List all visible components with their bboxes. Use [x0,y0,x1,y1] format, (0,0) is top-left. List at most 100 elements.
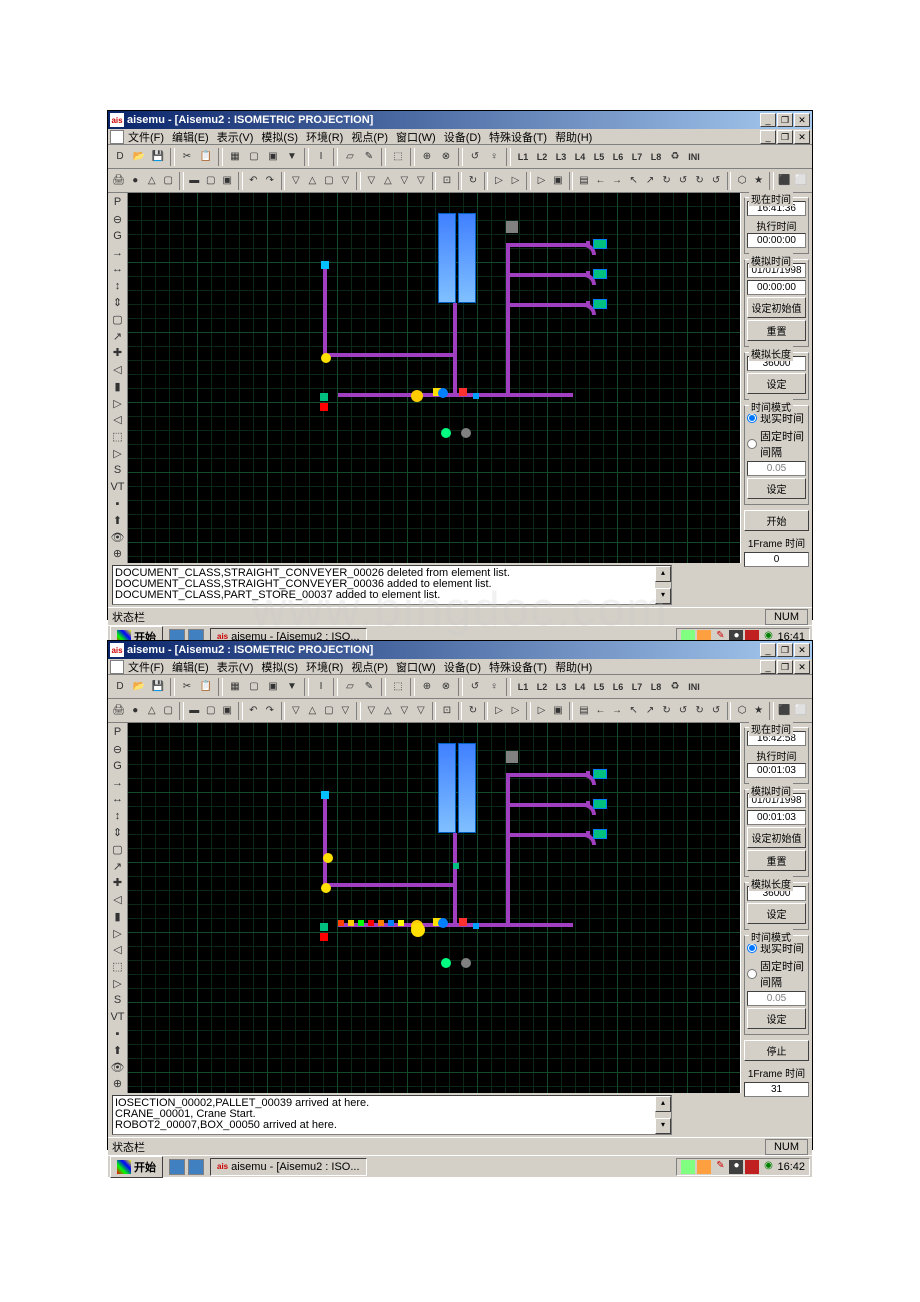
mdi-close[interactable]: ✕ [794,130,810,144]
toolbar-button[interactable]: ▽ [397,702,413,720]
toolbar-button[interactable]: L8 [647,148,665,166]
tool-button[interactable]: VT [110,479,126,494]
toolbar-button[interactable]: ↷ [262,702,278,720]
ql-icon[interactable] [188,1159,204,1175]
toolbar-button[interactable]: ↻ [659,702,675,720]
toolbar-button[interactable]: ← [593,172,609,190]
toolbar-button[interactable]: ▦ [226,148,244,166]
menu-item[interactable]: 视点(P) [351,129,388,145]
tool-button[interactable]: ✚ [110,876,126,891]
canvas[interactable] [128,193,740,563]
minimize-button[interactable]: _ [760,643,776,657]
toolbar-button[interactable]: ↻ [465,172,481,190]
tool-button[interactable]: ⬚ [110,959,126,974]
toolbar-button[interactable]: ▱ [341,148,359,166]
toolbar-button[interactable]: ▼ [283,148,301,166]
toolbar-button[interactable]: L1 [514,148,532,166]
mode-fixed-radio[interactable]: 固定时间间隔 [747,427,806,461]
toolbar-button[interactable]: ▽ [413,172,429,190]
tool-button[interactable]: ◁ [110,362,126,377]
toolbar-button[interactable]: ▢ [203,702,219,720]
start-button[interactable]: 开始 [110,1156,163,1178]
toolbar-button[interactable]: ↺ [675,702,691,720]
mode-fixed-radio[interactable]: 固定时间间隔 [747,957,806,991]
toolbar-button[interactable]: ↺ [466,148,484,166]
toolbar-button[interactable]: ↻ [659,172,675,190]
toolbar-button[interactable]: △ [380,172,396,190]
mdi-close[interactable]: ✕ [794,660,810,674]
toolbar-button[interactable]: ▬ [187,172,203,190]
tool-button[interactable]: ▮ [110,909,126,924]
toolbar-button[interactable]: ⊡ [439,702,455,720]
mdi-minimize[interactable]: _ [760,660,776,674]
toolbar-button[interactable]: → [609,702,625,720]
reset-button[interactable]: 重置 [747,850,806,871]
toolbar-button[interactable]: ▢ [321,172,337,190]
toolbar-button[interactable]: ↺ [708,702,724,720]
toolbar-button[interactable]: L4 [571,148,589,166]
tool-button[interactable]: ⊖ [110,742,126,757]
maximize-button[interactable]: ❐ [777,113,793,127]
menu-item[interactable]: 设备(D) [444,659,481,675]
toolbar-button[interactable]: L7 [628,678,646,696]
toolbar-button[interactable]: ↺ [466,678,484,696]
toolbar-button[interactable]: 💾 [149,678,167,696]
toolbar-button[interactable]: ↗ [642,172,658,190]
tool-button[interactable]: ▪ [110,496,126,511]
toolbar-button[interactable]: ▷ [534,172,550,190]
toolbar-button[interactable]: △ [305,702,321,720]
menu-item[interactable]: 特殊设备(T) [489,659,547,675]
toolbar-button[interactable]: ▣ [220,172,236,190]
menu-item[interactable]: 帮助(H) [555,129,592,145]
set-button[interactable]: 设定 [747,373,806,394]
tray-icon[interactable] [697,1160,711,1174]
toolbar-button[interactable]: → [609,172,625,190]
tool-button[interactable]: ✚ [110,346,126,361]
taskbar-item[interactable]: aisaisemu - [Aisemu2 : ISO... [210,1158,367,1176]
menu-item[interactable]: 窗口(W) [396,659,436,675]
toolbar-button[interactable]: ▽ [364,702,380,720]
tool-button[interactable]: ↗ [110,329,126,344]
tool-button[interactable]: ◁ [110,413,126,428]
toolbar-button[interactable]: 🖨 [111,702,127,720]
toolbar-button[interactable]: 📂 [130,148,148,166]
toolbar-button[interactable]: ↶ [246,172,262,190]
toolbar-button[interactable]: L3 [552,148,570,166]
scroll-up[interactable]: ▴ [655,566,671,582]
toolbar-button[interactable]: △ [144,702,160,720]
toolbar-button[interactable]: ⬚ [389,148,407,166]
toolbar-button[interactable]: ▢ [161,702,177,720]
tool-button[interactable]: ↔ [110,262,126,277]
toolbar-button[interactable]: ▽ [364,172,380,190]
tool-button[interactable]: ⬆ [110,1043,126,1058]
menu-item[interactable]: 特殊设备(T) [489,129,547,145]
tray-icon[interactable]: ● [729,1160,743,1174]
toolbar-button[interactable]: ⬡ [734,172,750,190]
tool-button[interactable]: ⊕ [110,1076,126,1091]
toolbar-button[interactable]: ⊕ [418,148,436,166]
toolbar-button[interactable]: ▷ [508,702,524,720]
menu-item[interactable]: 环境(R) [306,659,343,675]
toolbar-button[interactable]: ▽ [338,702,354,720]
mdi-restore[interactable]: ❐ [777,130,793,144]
tool-button[interactable]: P [110,725,126,740]
toolbar-button[interactable]: ↺ [708,172,724,190]
menu-item[interactable]: 文件(F) [128,129,164,145]
toolbar-button[interactable]: 🖨 [111,172,127,190]
toolbar-button[interactable]: ✂ [178,678,196,696]
toolbar-button[interactable]: ⬜ [793,172,809,190]
toolbar-button[interactable]: L3 [552,678,570,696]
toolbar-button[interactable]: L4 [571,678,589,696]
tool-button[interactable]: ▷ [110,396,126,411]
toolbar-button[interactable]: L6 [609,148,627,166]
toolbar-button[interactable]: ▣ [220,702,236,720]
tool-button[interactable]: VT [110,1009,126,1024]
tray-icon[interactable]: ◉ [761,1160,775,1174]
toolbar-button[interactable]: L5 [590,148,608,166]
toolbar-button[interactable]: ▢ [321,702,337,720]
tool-button[interactable]: ◁ [110,892,126,907]
tool-button[interactable]: ⊕ [110,546,126,561]
canvas[interactable] [128,723,740,1093]
toolbar-button[interactable]: ▦ [226,678,244,696]
toolbar-button[interactable]: ▣ [264,148,282,166]
